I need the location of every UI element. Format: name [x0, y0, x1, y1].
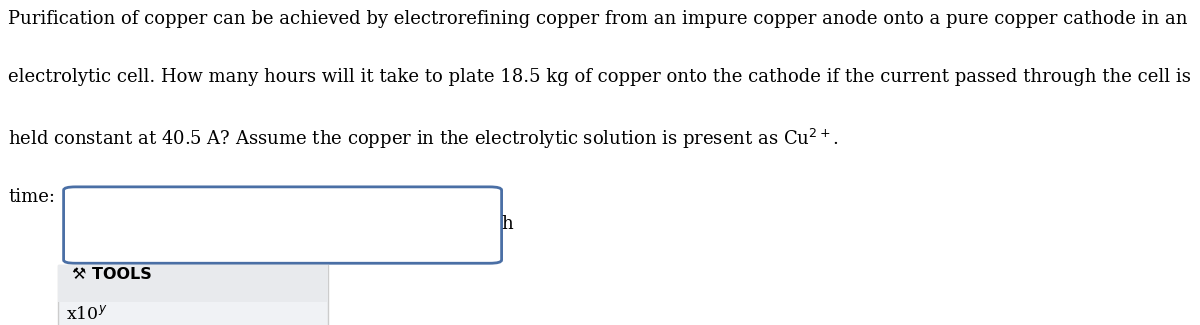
- Text: electrolytic cell. How many hours will it take to plate 18.5 kg of copper onto t: electrolytic cell. How many hours will i…: [8, 68, 1192, 86]
- FancyBboxPatch shape: [58, 265, 328, 325]
- Text: time:: time:: [8, 188, 55, 206]
- Text: Purification of copper can be achieved by electrorefining copper from an impure : Purification of copper can be achieved b…: [8, 10, 1188, 28]
- FancyBboxPatch shape: [58, 265, 328, 302]
- Text: x10$^{y}$: x10$^{y}$: [66, 305, 107, 323]
- Text: held constant at 40.5 A? Assume the copper in the electrolytic solution is prese: held constant at 40.5 A? Assume the copp…: [8, 127, 839, 151]
- FancyBboxPatch shape: [64, 187, 502, 263]
- Text: ⚒ TOOLS: ⚒ TOOLS: [72, 267, 151, 282]
- Text: h: h: [502, 215, 514, 233]
